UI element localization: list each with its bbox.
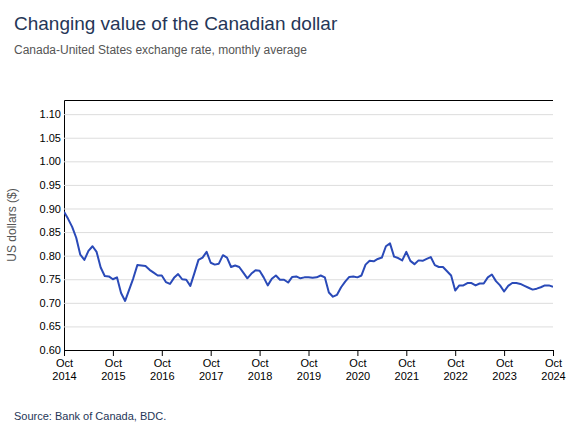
y-tick: 0.95 <box>40 179 553 191</box>
x-tick-label: Oct2017 <box>199 357 223 382</box>
y-tick: 0.90 <box>40 203 553 215</box>
x-tick: Oct2024 <box>541 350 565 382</box>
grid-line <box>64 279 553 280</box>
x-tick-label-line: 2018 <box>248 370 272 382</box>
tick-mark <box>162 350 163 356</box>
grid-line <box>64 208 553 209</box>
source: Source: Bank of Canada, BDC. <box>14 410 166 422</box>
grid-line <box>64 256 553 257</box>
x-tick: Oct2014 <box>52 350 76 382</box>
x-tick-label: Oct2016 <box>150 357 174 382</box>
y-axis-line <box>65 101 554 351</box>
x-tick-label-line: 2024 <box>541 370 565 382</box>
x-tick-label-line: Oct <box>154 357 171 369</box>
x-tick: Oct2018 <box>248 350 272 382</box>
x-tick: Oct2022 <box>443 350 467 382</box>
y-tick-label: 1.05 <box>40 132 61 144</box>
y-tick: 0.60 <box>40 344 553 356</box>
y-tick: 0.65 <box>40 320 553 332</box>
x-tick: Oct2016 <box>150 350 174 382</box>
x-tick-label: Oct2018 <box>248 357 272 382</box>
y-tick-label: 1.10 <box>40 108 61 120</box>
x-tick-label: Oct2021 <box>395 357 419 382</box>
x-tick: Oct2019 <box>297 350 321 382</box>
grid-line <box>64 161 553 162</box>
line <box>64 212 553 301</box>
grid-line <box>64 114 553 115</box>
grid-line <box>64 185 553 186</box>
x-axis: Oct2014Oct2015Oct2016Oct2017Oct2018Oct20… <box>52 350 565 382</box>
y-tick: 1.10 <box>40 108 553 120</box>
grid-line <box>64 232 553 233</box>
y-tick-label: 0.90 <box>40 203 61 215</box>
x-tick-label-line: 2016 <box>150 370 174 382</box>
y-tick-label: 0.70 <box>40 297 61 309</box>
x-tick-label-line: 2019 <box>297 370 321 382</box>
y-tick: 0.70 <box>40 297 553 309</box>
x-tick: Oct2015 <box>101 350 125 382</box>
x-tick-label: Oct2015 <box>101 357 125 382</box>
y-axis-title: US dollars ($) <box>5 188 19 261</box>
x-tick-label: Oct2020 <box>346 357 370 382</box>
y-tick-label: 0.95 <box>40 179 61 191</box>
tick-mark <box>260 350 261 356</box>
x-tick-label-line: 2020 <box>346 370 370 382</box>
tick-mark <box>553 350 554 356</box>
x-tick-label-line: Oct <box>252 357 269 369</box>
title: Changing value of the Canadian dollar <box>14 13 338 34</box>
x-tick-label-line: Oct <box>105 357 122 369</box>
y-tick: 1.05 <box>40 132 553 144</box>
y-tick-label: 0.85 <box>40 226 61 238</box>
y-tick-label: 0.75 <box>40 273 61 285</box>
subtitle: Canada-United States exchange rate, mont… <box>14 43 307 57</box>
y-tick-label: 1.00 <box>40 155 61 167</box>
x-tick-label-line: 2014 <box>52 370 76 382</box>
x-tick-label-line: Oct <box>545 357 562 369</box>
y-tick: 1.00 <box>40 155 553 167</box>
tick-mark <box>64 350 65 356</box>
x-tick-label: Oct2014 <box>52 357 76 382</box>
x-tick-label-line: Oct <box>496 357 513 369</box>
x-tick-label-line: Oct <box>447 357 464 369</box>
x-tick-label-line: 2015 <box>101 370 125 382</box>
y-axis: 0.60 0.65 0.70 0.75 0.80 0.85 0.90 0.95 1.00 1.05… <box>40 101 553 357</box>
x-tick: Oct2017 <box>199 350 223 382</box>
tick-mark <box>357 350 358 356</box>
x-tick: Oct2021 <box>395 350 419 382</box>
x-tick-label-line: Oct <box>349 357 366 369</box>
x-tick-label-line: Oct <box>56 357 73 369</box>
tick-mark <box>211 350 212 356</box>
x-tick: Oct2023 <box>492 350 516 382</box>
x-tick-label: Oct2019 <box>297 357 321 382</box>
x-tick-label-line: Oct <box>300 357 317 369</box>
tick-mark <box>406 350 407 356</box>
y-tick: 0.85 <box>40 226 553 238</box>
y-tick: 0.80 <box>40 250 553 262</box>
y-tick-label: 0.65 <box>40 320 61 332</box>
grid-line <box>64 326 553 327</box>
grid-line <box>64 138 553 139</box>
tick-mark <box>309 350 310 356</box>
x-tick-label: Oct2023 <box>492 357 516 382</box>
chart: Changing value of the Canadian dollar Can… <box>0 0 575 430</box>
x-tick-label-line: 2022 <box>443 370 467 382</box>
x-tick-label-line: Oct <box>398 357 415 369</box>
tick-mark <box>455 350 456 356</box>
x-tick-label-line: 2017 <box>199 370 223 382</box>
tick-mark <box>504 350 505 356</box>
x-tick-label: Oct2024 <box>541 357 565 382</box>
x-tick: Oct2020 <box>346 350 370 382</box>
tick-mark <box>113 350 114 356</box>
x-tick-label-line: 2021 <box>395 370 419 382</box>
grid-line <box>64 303 553 304</box>
y-tick-label: 0.80 <box>40 250 61 262</box>
y-tick-label: 0.60 <box>40 344 61 356</box>
x-tick-label-line: 2023 <box>492 370 516 382</box>
plot-area: 0.60 0.65 0.70 0.75 0.80 0.85 0.90 0.95 1.00 1.05… <box>5 101 566 383</box>
marks <box>64 212 553 301</box>
x-tick-label-line: Oct <box>203 357 220 369</box>
x-tick-label: Oct2022 <box>443 357 467 382</box>
